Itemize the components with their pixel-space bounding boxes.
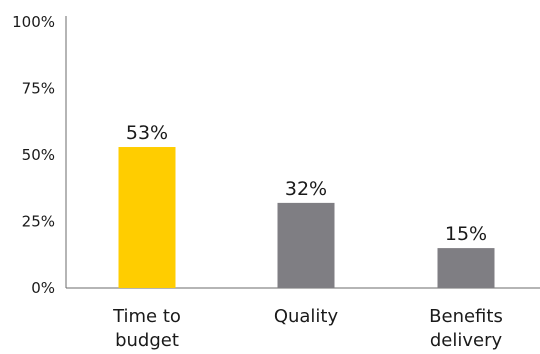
category-label: Benefits delivery	[429, 306, 503, 351]
data-label: 32%	[285, 178, 327, 200]
data-label: 53%	[126, 122, 168, 144]
bars	[118, 147, 495, 288]
y-axis: 0% 25% 50% 75% 100%	[12, 13, 67, 297]
data-labels: 53% 32% 15%	[126, 122, 487, 245]
bar	[437, 248, 495, 288]
y-tick-label: 100%	[12, 13, 55, 31]
y-tick-label: 25%	[22, 213, 55, 231]
y-tick-label: 0%	[31, 279, 55, 297]
category-label: Quality	[274, 306, 339, 327]
bar	[118, 147, 176, 288]
category-labels: Time to budget Quality Benefits delivery	[112, 306, 503, 351]
data-label: 15%	[445, 223, 487, 245]
y-tick-label: 75%	[22, 80, 55, 98]
category-label: Time to budget	[112, 306, 181, 351]
y-tick-label: 50%	[22, 146, 55, 164]
bar	[277, 202, 335, 288]
